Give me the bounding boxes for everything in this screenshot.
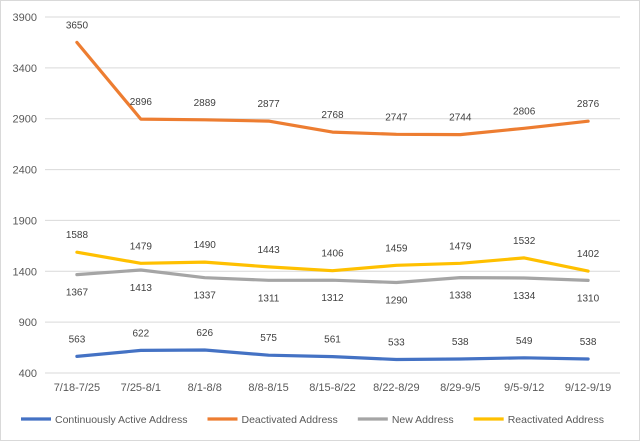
data-label: 1338 (449, 291, 472, 302)
x-tick-label: 8/1-8/8 (188, 382, 222, 394)
data-labels: 563 622 626 575 561 533 538 549 538 3650 2896 2889 2… (66, 20, 600, 348)
x-tick-label: 7/25-8/1 (121, 382, 161, 394)
x-tick-label: 9/5-9/12 (504, 382, 544, 394)
series-line-new-address (75, 268, 590, 285)
data-label: 2896 (130, 97, 153, 108)
data-label: 2747 (385, 112, 408, 123)
data-label: 1443 (257, 245, 280, 256)
data-label: 1479 (130, 241, 153, 252)
series-line-continuously-active-address (75, 348, 590, 362)
y-tick-label: 2400 (13, 165, 37, 177)
x-axis-ticks: 7/18-7/25 7/25-8/1 8/1-8/8 8/8-8/15 8/15-8/2… (54, 382, 612, 394)
y-axis-ticks: 400 900 1400 1900 2400 2900 3400 3900 (13, 12, 37, 380)
data-label: 1402 (577, 249, 600, 260)
y-tick-label: 2900 (13, 114, 37, 126)
data-label: 1334 (513, 291, 536, 302)
data-label: 533 (388, 337, 405, 348)
series-line-deactivated-address (75, 40, 590, 137)
data-label: 2744 (449, 113, 472, 124)
data-label: 1367 (66, 288, 89, 299)
legend-entry: Continuously Active Address (55, 414, 188, 426)
y-tick-label: 1900 (13, 215, 37, 227)
data-label: 2768 (321, 110, 344, 121)
y-tick-label: 3900 (13, 12, 37, 24)
legend-entry: Deactivated Address (242, 414, 338, 426)
data-label: 563 (69, 334, 86, 345)
series-line-reactivated-address (75, 250, 590, 273)
data-label: 2877 (257, 99, 280, 110)
data-label: 1337 (194, 291, 217, 302)
legend: Continuously Active Address Deactivated A… (21, 414, 604, 426)
data-label: 1310 (577, 293, 600, 304)
legend-entry: New Address (392, 414, 454, 426)
data-label: 538 (580, 337, 597, 348)
data-label: 1532 (513, 236, 536, 247)
x-tick-label: 9/12-9/19 (565, 382, 611, 394)
data-label: 1588 (66, 230, 89, 241)
x-tick-label: 8/8-8/15 (248, 382, 288, 394)
data-label: 549 (516, 336, 533, 347)
data-label: 2876 (577, 99, 600, 110)
data-label: 1479 (449, 241, 472, 252)
data-label: 622 (132, 328, 149, 339)
data-label: 575 (260, 333, 277, 344)
data-label: 1311 (258, 293, 280, 304)
data-label: 1312 (321, 293, 344, 304)
data-label: 538 (452, 337, 469, 348)
data-label: 3650 (66, 20, 89, 31)
x-tick-label: 7/18-7/25 (54, 382, 100, 394)
x-tick-label: 8/22-8/29 (373, 382, 419, 394)
data-label: 1413 (130, 283, 153, 294)
data-label: 561 (324, 335, 341, 346)
legend-entry: Reactivated Address (508, 414, 604, 426)
data-label: 1406 (321, 249, 344, 260)
y-tick-label: 900 (19, 317, 37, 329)
data-label: 2889 (194, 98, 217, 109)
data-label: 1490 (194, 240, 217, 251)
y-tick-label: 1400 (13, 266, 37, 278)
x-tick-label: 8/29-9/5 (440, 382, 480, 394)
data-label: 626 (196, 328, 213, 339)
y-tick-label: 400 (19, 368, 37, 380)
series-lines (75, 40, 590, 362)
x-tick-label: 8/15-8/22 (309, 382, 355, 394)
data-label: 1459 (385, 243, 408, 254)
y-tick-label: 3400 (13, 63, 37, 75)
gridlines (45, 16, 620, 374)
data-label: 1290 (385, 295, 408, 306)
data-label: 2806 (513, 106, 536, 117)
